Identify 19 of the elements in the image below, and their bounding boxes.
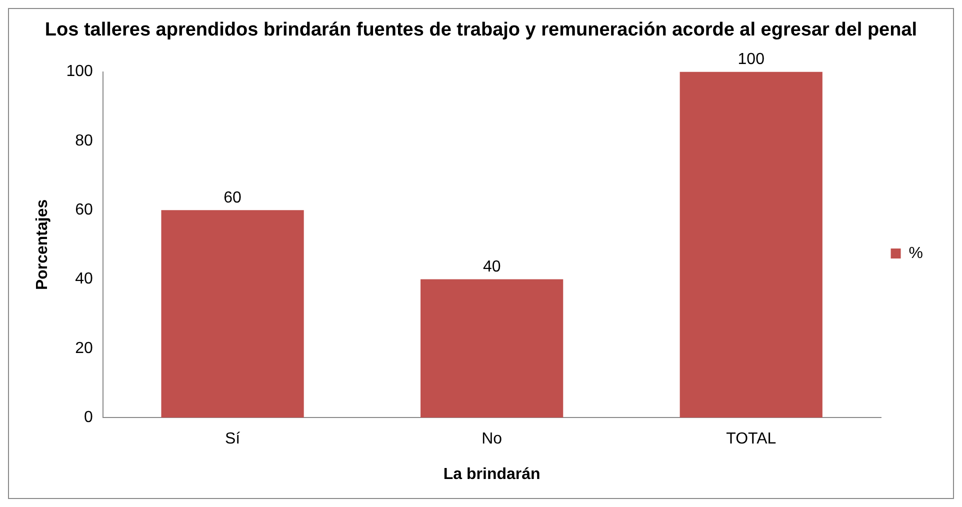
y-tick-label: 0 xyxy=(84,409,93,426)
y-tick-label: 40 xyxy=(75,270,93,288)
chart-title: Los talleres aprendidos brindarán fuentes de trabajo y remuneración acorde al egresar del penal xyxy=(44,20,918,41)
x-tick-label: TOTAL xyxy=(726,430,776,448)
y-tick-label: 80 xyxy=(75,132,93,150)
x-tick-label: No xyxy=(482,430,502,448)
bar xyxy=(420,279,564,418)
y-axis-title: Porcentajes xyxy=(34,199,52,290)
x-tick-label: Sí xyxy=(224,430,241,448)
data-label: 100 xyxy=(738,51,765,68)
data-label: 60 xyxy=(224,190,242,207)
x-axis-title: La brindarán xyxy=(443,466,540,483)
y-tick-label: 20 xyxy=(75,340,93,357)
bar xyxy=(680,72,822,418)
data-label: 40 xyxy=(482,258,501,276)
bar xyxy=(161,210,304,418)
y-tick-label: 60 xyxy=(75,202,93,219)
legend-label: % xyxy=(908,244,924,262)
y-tick-label: 100 xyxy=(66,63,93,80)
